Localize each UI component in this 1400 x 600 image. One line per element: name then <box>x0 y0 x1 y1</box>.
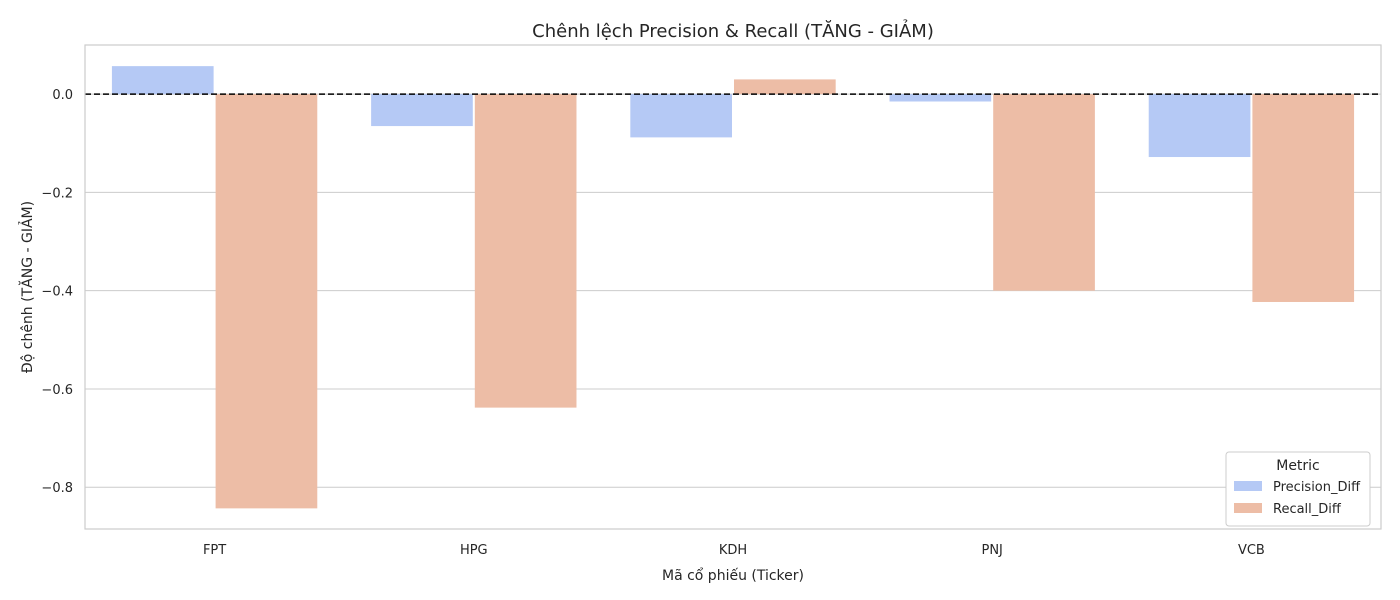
x-tick-label: HPG <box>460 543 488 558</box>
y-tick-label: 0.0 <box>52 88 73 103</box>
x-tick-label: VCB <box>1238 543 1265 558</box>
x-tick-label: FPT <box>203 543 226 558</box>
x-axis-ticks: FPT HPG KDH PNJ VCB <box>203 543 1265 558</box>
plot-frame <box>84 44 1382 530</box>
bar-precision-diff-pnj <box>889 94 992 102</box>
x-tick-label: KDH <box>719 543 747 558</box>
bar-precision-diff-kdh <box>630 94 732 138</box>
bar-precision-diff-fpt <box>111 66 214 95</box>
bar-recall-diff-kdh <box>734 79 836 95</box>
legend-swatch-recall <box>1234 503 1262 513</box>
legend-label-recall: Recall_Diff <box>1273 502 1342 517</box>
y-tick-label: −0.8 <box>41 481 73 496</box>
bar-recall-diff-fpt <box>215 94 318 509</box>
chart-title: Chênh lệch Precision & Recall (TĂNG - GI… <box>532 19 934 42</box>
bars <box>111 66 1355 509</box>
legend-swatch-precision <box>1234 481 1262 491</box>
bar-precision-diff-vcb <box>1148 94 1251 158</box>
bar-precision-diff-hpg <box>371 94 473 127</box>
bar-recall-diff-pnj <box>993 94 1095 291</box>
bar-recall-diff-hpg <box>474 94 577 408</box>
legend-label-precision: Precision_Diff <box>1273 480 1361 495</box>
y-tick-label: −0.4 <box>41 285 73 300</box>
y-tick-label: −0.2 <box>41 186 73 201</box>
y-axis-label: Độ chênh (TĂNG - GIẢM) <box>18 201 36 373</box>
x-tick-label: PNJ <box>981 543 1002 558</box>
x-axis-label: Mã cổ phiếu (Ticker) <box>662 567 804 584</box>
legend: Metric Precision_Diff Recall_Diff <box>1225 451 1371 527</box>
y-tick-label: −0.6 <box>41 383 73 398</box>
y-axis-ticks: 0.0 −0.2 −0.4 −0.6 −0.8 <box>41 88 73 496</box>
bar-recall-diff-vcb <box>1252 94 1355 302</box>
legend-title: Metric <box>1276 458 1320 474</box>
